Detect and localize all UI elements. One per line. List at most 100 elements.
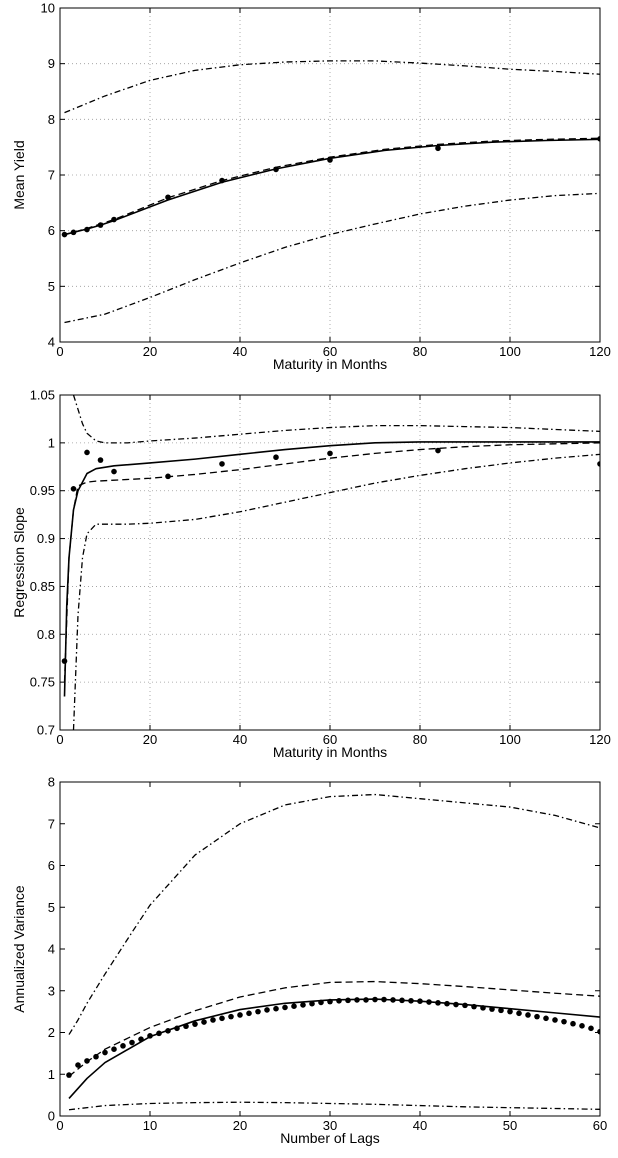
data-point xyxy=(534,1013,540,1020)
data-point xyxy=(61,658,68,664)
plot-area xyxy=(66,793,600,1111)
data-point xyxy=(597,136,600,142)
y-tick-label: 5 xyxy=(48,279,55,294)
x-tick-label: 120 xyxy=(589,344,611,359)
x-tick-label: 80 xyxy=(413,344,427,359)
x-tick-label: 0 xyxy=(56,344,63,359)
series-line-dashdot xyxy=(72,453,600,730)
data-point xyxy=(597,461,600,467)
x-tick-label: 80 xyxy=(413,732,427,747)
y-tick-label: 7 xyxy=(48,816,55,831)
y-tick-label: 1.05 xyxy=(30,388,55,403)
data-point xyxy=(246,1010,252,1017)
x-tick-label: 20 xyxy=(143,732,157,747)
data-point xyxy=(435,1000,441,1006)
data-point xyxy=(97,457,104,463)
y-tick-label: 9 xyxy=(48,56,55,71)
y-tick-label: 0 xyxy=(48,1109,55,1124)
x-tick-label: 60 xyxy=(323,344,337,359)
data-point xyxy=(525,1012,531,1018)
data-point xyxy=(570,1020,576,1027)
data-point xyxy=(327,450,333,457)
data-point xyxy=(435,447,441,454)
data-point xyxy=(579,1023,585,1029)
x-tick-label: 40 xyxy=(413,1118,427,1133)
data-point xyxy=(93,1053,99,1060)
x-tick-label: 40 xyxy=(233,732,247,747)
series-line-dashdot xyxy=(64,60,600,114)
data-point xyxy=(507,1008,513,1015)
data-point xyxy=(84,449,90,456)
y-tick-label: 1 xyxy=(48,435,55,450)
plot-frame xyxy=(59,394,601,731)
data-point xyxy=(498,1007,504,1014)
data-point xyxy=(291,1003,297,1009)
y-tick-label: 8 xyxy=(48,112,55,127)
series-line-solid xyxy=(63,441,600,697)
x-axis-label: Maturity in Months xyxy=(273,356,387,372)
data-point xyxy=(489,1006,495,1012)
data-point xyxy=(372,996,378,1003)
data-point xyxy=(255,1008,261,1015)
data-point xyxy=(435,145,441,152)
x-tick-label: 10 xyxy=(143,1118,157,1133)
chart-3: 0 10 20 30 40 50 60 0 1 2 3 4 5 6 7 8 Number of Lags Annu… xyxy=(11,775,607,1147)
data-point xyxy=(309,1000,315,1007)
x-tick-label: 60 xyxy=(593,1118,607,1133)
y-tick-label: 0.7 xyxy=(37,723,55,738)
data-point xyxy=(210,1017,216,1023)
data-point xyxy=(462,1002,468,1009)
data-point xyxy=(165,473,171,480)
data-point xyxy=(219,461,225,467)
y-tick-label: 8 xyxy=(48,775,55,790)
data-point xyxy=(70,229,77,236)
x-tick-label: 20 xyxy=(143,344,157,359)
data-point xyxy=(399,997,405,1004)
data-point xyxy=(426,999,432,1005)
data-point xyxy=(61,231,68,238)
data-point xyxy=(273,166,279,173)
data-point xyxy=(237,1012,243,1018)
data-point xyxy=(129,1039,135,1046)
x-tick-label: 0 xyxy=(56,732,63,747)
y-axis-label: Regression Slope xyxy=(11,507,27,618)
y-tick-label: 1 xyxy=(48,1067,55,1082)
y-tick-label: 4 xyxy=(48,335,55,350)
y-tick-label: 0.9 xyxy=(37,531,55,546)
data-point xyxy=(552,1017,558,1023)
data-point xyxy=(336,997,342,1004)
data-point xyxy=(390,997,396,1003)
data-point xyxy=(327,998,333,1005)
data-point xyxy=(318,999,324,1006)
plot-area xyxy=(61,60,600,324)
data-point xyxy=(70,486,77,492)
plot-frame xyxy=(59,7,601,343)
data-point xyxy=(219,177,225,184)
data-point xyxy=(327,157,333,163)
series-line-solid xyxy=(68,998,600,1099)
data-point xyxy=(471,1003,477,1010)
data-point xyxy=(228,1013,234,1020)
data-point xyxy=(453,1001,459,1008)
plot-area xyxy=(61,395,600,730)
data-point xyxy=(543,1015,549,1022)
x-tick-label: 40 xyxy=(233,344,247,359)
data-point xyxy=(111,468,117,475)
data-point xyxy=(363,997,369,1003)
data-point xyxy=(192,1021,198,1027)
data-point xyxy=(264,1007,270,1013)
y-tick-label: 4 xyxy=(48,942,55,957)
plot-frame xyxy=(59,781,601,1117)
data-point xyxy=(219,1015,225,1022)
y-tick-label: 7 xyxy=(48,168,55,183)
y-tick-label: 2 xyxy=(48,1025,55,1040)
data-point xyxy=(174,1025,180,1032)
data-point xyxy=(417,998,423,1004)
data-point xyxy=(84,226,90,233)
y-tick-label: 5 xyxy=(48,900,55,915)
x-tick-label: 100 xyxy=(499,732,521,747)
x-tick-label: 50 xyxy=(503,1118,517,1133)
data-point xyxy=(84,1058,90,1064)
x-axis-label: Number of Lags xyxy=(280,1130,380,1146)
